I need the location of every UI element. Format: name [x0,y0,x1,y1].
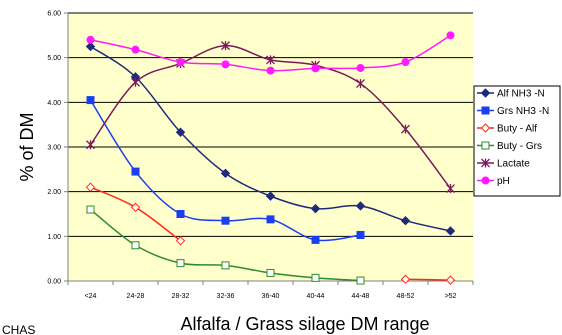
series-line [405,278,451,281]
legend-marker [481,176,490,185]
series-ph [86,31,455,75]
data-point [86,96,95,105]
legend-label: Lactate [497,159,530,170]
x-axis-title: Alfalfa / Grass silage DM range [180,314,429,334]
legend-entry: Grs NH3 -N [477,106,549,117]
data-point [86,140,95,150]
data-point [85,41,96,52]
legend-entry: pH [477,176,510,187]
legend-marker [481,141,490,150]
x-tick-label: 44-48 [352,293,370,300]
data-point [265,191,276,201]
x-tick-label: 32-36 [217,293,235,300]
data-point [356,63,365,72]
y-tick-label: 4.00 [47,100,61,107]
data-point [356,276,365,285]
x-tick-label: 36-40 [262,293,280,300]
data-point [131,45,140,54]
legend-box [473,85,561,197]
data-point [266,66,275,75]
y-tick-label: 2.00 [47,189,61,196]
x-tick-label: >52 [445,293,457,300]
data-point [400,215,411,226]
data-point [86,35,95,44]
data-point [400,274,411,284]
x-tick-label: 40-44 [307,293,325,300]
series-buty-alf [85,182,456,285]
data-point [131,167,140,176]
data-point [445,226,456,236]
x-tick-label: 48-52 [397,293,415,300]
y-tick-labels: 0.00 1.00 2.00 3.00 4.00 5.00 6.00 [47,11,61,286]
data-point [176,259,185,268]
data-point [311,273,320,282]
legend-marker [480,123,491,133]
legend-marker [480,88,491,98]
data-point [130,202,141,213]
data-point [221,60,230,69]
legend-label: Buty - Alf [497,124,537,135]
legend-label: pH [497,176,510,187]
y-tick-label: 3.00 [47,145,61,152]
legend-entry: Alf NH3 -N [477,88,545,100]
data-point [131,241,140,250]
x-tick-labels: <24 24-28 28-32 32-36 36-40 40-44 44-48 48-52 >5… [67,281,474,300]
legend-entry: Buty - Grs [477,141,542,152]
legend-label: Alf NH3 -N [497,89,545,100]
data-point [446,31,455,40]
data-point [266,55,275,65]
data-point [176,210,185,218]
series-grs-nh3-n [86,96,365,244]
data-point [131,77,140,87]
data-point [85,182,96,192]
x-tick-label: 28-32 [172,293,190,300]
legend-entry: Buty - Alf [477,123,537,135]
legend-label: Buty - Grs [497,141,542,152]
series-alf-nh3-n [85,41,456,236]
legend-marker [481,106,490,115]
legend-marker [481,158,490,168]
data-point [221,261,230,270]
series-buty-grs [86,205,365,285]
data-point [401,58,410,67]
data-point [311,64,320,73]
data-point [266,268,275,277]
data-point [401,124,410,134]
data-point [446,184,455,194]
series-lines [85,31,456,285]
y-tick-label: 1.00 [47,234,61,241]
data-point [176,58,185,67]
legend-label: Grs NH3 -N [497,106,549,117]
footer-label: CHAS [2,323,35,335]
y-tick-label: 6.00 [47,11,61,18]
legend: Alf NH3 -N Grs NH3 -N Buty - Alf Buty - Grs… [473,85,561,197]
data-point [175,236,186,246]
legend-entry: Lactate [477,158,530,170]
data-point [310,203,321,214]
data-point [175,127,186,137]
data-point [221,216,230,225]
data-point [86,205,95,214]
data-point [266,215,275,224]
data-point [220,168,231,179]
y-axis-title: % of DM [17,112,37,181]
data-point [355,201,366,211]
data-point [221,41,230,51]
y-tick-label: 0.00 [47,279,61,286]
data-point [356,79,365,89]
y-tick-label: 5.00 [47,55,61,62]
data-point [356,230,365,239]
data-point [311,235,320,244]
x-tick-label: <24 [85,293,97,300]
x-tick-label: 24-28 [127,293,145,300]
data-point [445,275,456,285]
